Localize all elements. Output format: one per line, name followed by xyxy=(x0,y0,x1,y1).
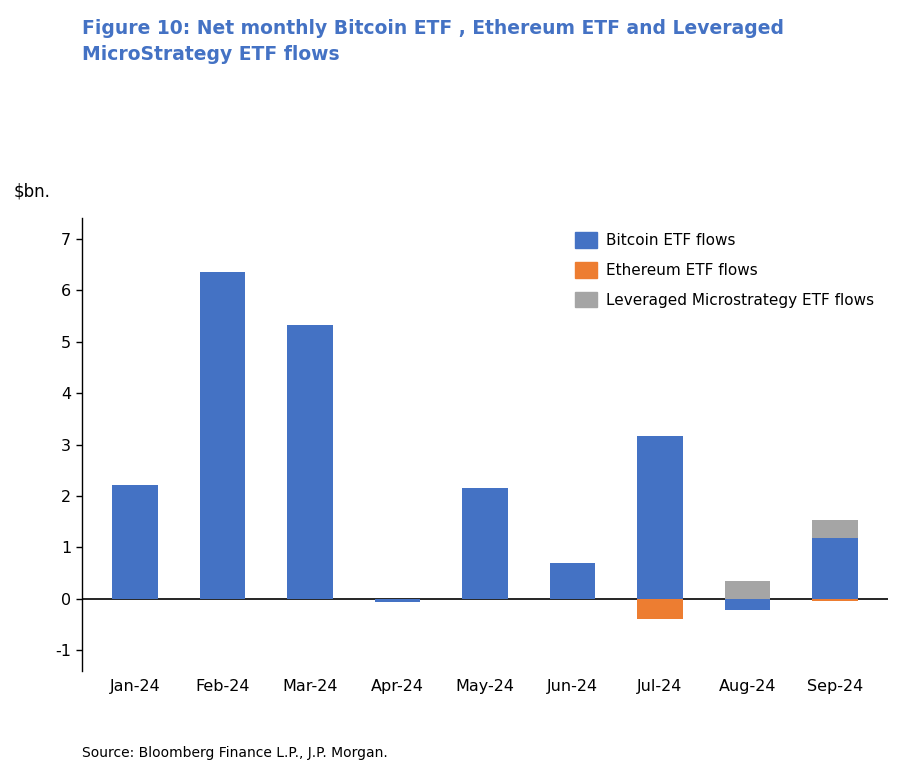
Text: $bn.: $bn. xyxy=(14,183,51,200)
Bar xyxy=(199,272,245,599)
Bar xyxy=(637,599,683,619)
Bar xyxy=(813,520,857,538)
Bar xyxy=(813,599,857,601)
Bar xyxy=(113,484,157,599)
Bar xyxy=(725,581,770,599)
Bar xyxy=(374,599,420,602)
Text: MicroStrategy ETF flows: MicroStrategy ETF flows xyxy=(82,45,340,64)
Bar xyxy=(813,538,857,599)
Legend: Bitcoin ETF flows, Ethereum ETF flows, Leveraged Microstrategy ETF flows: Bitcoin ETF flows, Ethereum ETF flows, L… xyxy=(569,226,880,314)
Bar xyxy=(550,563,596,599)
Bar xyxy=(637,436,683,599)
Bar xyxy=(462,488,508,599)
Bar xyxy=(725,599,770,610)
Text: Figure 10: Net monthly Bitcoin ETF , Ethereum ETF and Leveraged: Figure 10: Net monthly Bitcoin ETF , Eth… xyxy=(82,20,784,38)
Text: Source: Bloomberg Finance L.P., J.P. Morgan.: Source: Bloomberg Finance L.P., J.P. Mor… xyxy=(82,746,388,760)
Bar xyxy=(287,325,333,599)
